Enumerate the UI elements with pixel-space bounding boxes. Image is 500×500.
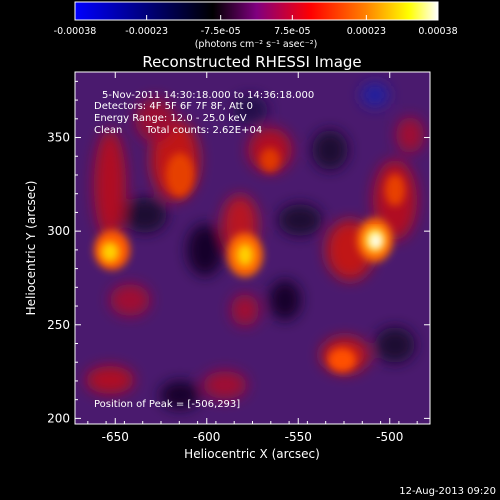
y-tick-label: 300 [47, 224, 70, 238]
y-tick-label: 200 [47, 411, 70, 425]
x-tick-label: -650 [102, 430, 129, 444]
colorbar-units: (photons cm⁻² s⁻¹ asec⁻²) [195, 39, 318, 50]
colorbar-tick-label: 0.00038 [418, 26, 457, 37]
colorbar-ticks: -0.00038 -0.00023 -7.5e-05 7.5e-05 0.00023 0.… [54, 15, 458, 37]
plot-timestamp: 12-Aug-2013 09:20 [399, 486, 496, 497]
heatmap-image [75, 72, 430, 424]
colorbar-tick-label: -0.00023 [125, 26, 168, 37]
colorbar [74, 1, 439, 21]
colorbar-tick-label: -0.00038 [54, 26, 97, 37]
y-axis-label: Heliocentric Y (arcsec) [24, 181, 38, 316]
annotation-total-counts: Total counts: 2.62E+04 [145, 125, 262, 136]
annotation-method: Clean [94, 125, 122, 136]
colorbar-tick-label: 7.5e-05 [274, 26, 310, 37]
x-tick-label: -500 [376, 430, 403, 444]
x-tick-label: -600 [193, 430, 220, 444]
colorbar-tick-label: -7.5e-05 [201, 26, 241, 37]
annotation-time-range: 5-Nov-2011 14:30:18.000 to 14:36:18.000 [102, 90, 314, 101]
annotation-detectors: Detectors: 4F 5F 6F 7F 8F, Att 0 [94, 101, 253, 112]
colorbar-tick-label: 0.00023 [347, 26, 386, 37]
x-axis-ticks: -650 -600 -550 -500 [87, 72, 418, 444]
y-tick-label: 250 [47, 318, 70, 332]
annotation-peak-position: Position of Peak = [-506,293] [94, 399, 240, 410]
y-axis-ticks: 200 250 300 350 [47, 80, 430, 425]
chart-title: Reconstructed RHESSI Image [142, 53, 361, 71]
x-axis-label: Heliocentric X (arcsec) [184, 447, 320, 461]
y-tick-label: 350 [47, 131, 70, 145]
annotation-energy: Energy Range: 12.0 - 25.0 keV [94, 113, 247, 124]
x-tick-label: -550 [285, 430, 312, 444]
